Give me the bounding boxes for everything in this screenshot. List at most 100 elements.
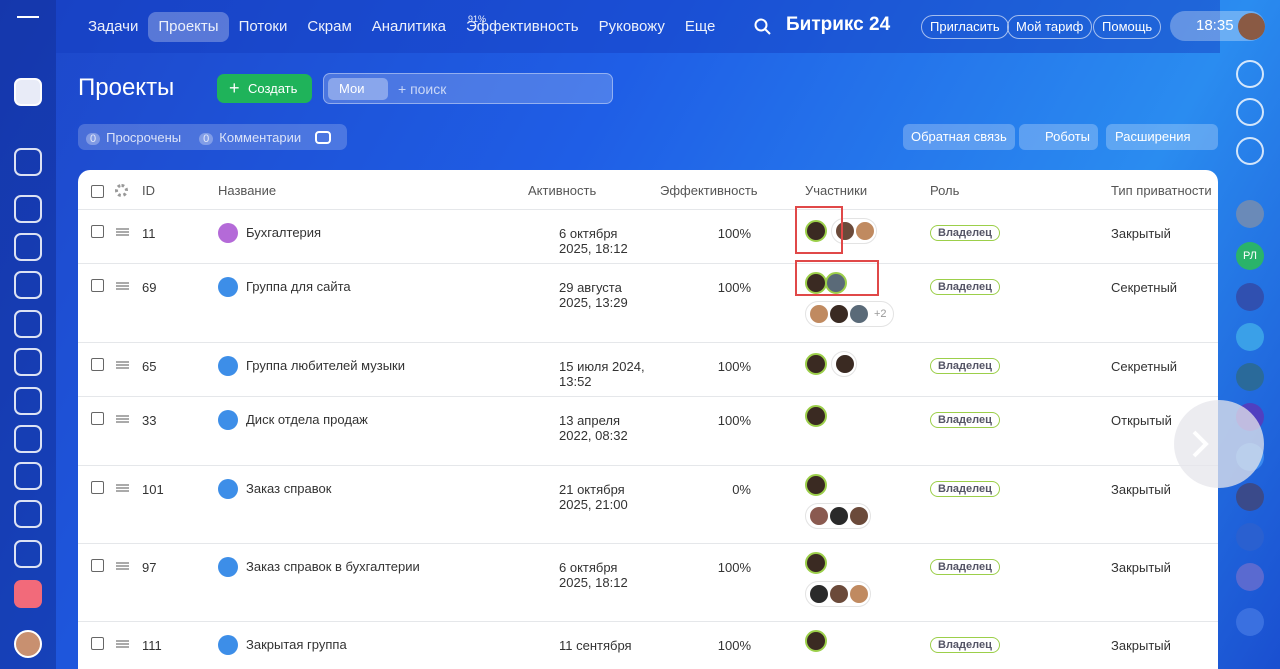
sidebar-icon[interactable] xyxy=(14,630,42,658)
avatar xyxy=(808,303,830,325)
counter[interactable]: 0 Просрочены xyxy=(86,130,181,145)
filter-tag[interactable]: Мои xyxy=(328,78,389,100)
action-button[interactable]: Роботы xyxy=(1019,124,1099,150)
row-checkbox[interactable] xyxy=(91,279,104,292)
project-name[interactable]: Диск отдела продаж xyxy=(246,412,368,427)
drag-handle[interactable] xyxy=(116,415,129,423)
nav-item[interactable]: Проекты xyxy=(148,12,229,42)
avatar xyxy=(805,630,827,652)
project-name[interactable]: Бухгалтерия xyxy=(246,225,322,240)
project-name[interactable]: Заказ справок xyxy=(246,481,332,496)
owners xyxy=(805,272,847,294)
project-name[interactable]: Группа для сайта xyxy=(246,279,351,294)
nav-item[interactable]: Потоки xyxy=(238,18,288,35)
initials: РЛ xyxy=(1243,250,1257,262)
sidebar-icon[interactable] xyxy=(14,500,42,528)
owners xyxy=(805,353,827,375)
sidebar-item[interactable] xyxy=(1236,283,1264,311)
sidebar-item[interactable] xyxy=(1236,200,1264,228)
project-name[interactable]: Заказ справок в бухгалтерии xyxy=(246,559,420,574)
project-name[interactable]: Закрытая группа xyxy=(246,637,347,652)
search-box[interactable]: Мои + поиск xyxy=(323,73,613,104)
column-header[interactable]: Название xyxy=(218,183,277,198)
sidebar-item[interactable] xyxy=(1236,608,1264,636)
nav-item[interactable]: Руковожу xyxy=(598,18,665,35)
role-badge: Владелец xyxy=(930,412,1000,428)
privacy: Закрытый xyxy=(1111,482,1171,497)
counter[interactable]: 0 Комментарии xyxy=(199,130,301,145)
role-badge: Владелец xyxy=(930,637,1000,653)
user-avatar[interactable] xyxy=(1238,13,1265,40)
members: +2 xyxy=(805,301,894,327)
sidebar-icon[interactable] xyxy=(14,540,42,568)
column-header[interactable]: Эффективность xyxy=(660,183,758,198)
drag-handle[interactable] xyxy=(116,228,129,236)
sidebar-icon[interactable] xyxy=(14,387,42,415)
drag-handle[interactable] xyxy=(116,361,129,369)
project-icon xyxy=(218,479,238,499)
sidebar-item[interactable] xyxy=(1236,60,1264,88)
settings-icon[interactable] xyxy=(115,184,128,197)
sidebar-icon[interactable] xyxy=(14,425,42,453)
avatar xyxy=(834,353,856,375)
owners xyxy=(805,630,827,652)
sidebar-icon[interactable] xyxy=(14,580,42,608)
action-button[interactable]: Расширения xyxy=(1106,124,1218,150)
more-members[interactable]: +2 xyxy=(874,308,887,320)
drag-handle[interactable] xyxy=(116,282,129,290)
drag-handle[interactable] xyxy=(116,484,129,492)
sidebar-item[interactable] xyxy=(1236,483,1264,511)
project-id: 11 xyxy=(142,226,156,241)
column-header[interactable]: Активность xyxy=(528,183,597,198)
sidebar-icon[interactable] xyxy=(14,233,42,261)
nav-item[interactable]: Скрам xyxy=(307,18,352,35)
row-checkbox[interactable] xyxy=(91,637,104,650)
top-button[interactable]: Помощь xyxy=(1093,15,1162,39)
sidebar-icon[interactable] xyxy=(14,348,42,376)
sidebar-item[interactable] xyxy=(1236,137,1264,165)
nav-item[interactable]: Еще xyxy=(684,18,716,35)
sidebar-icon[interactable] xyxy=(14,195,42,223)
action-button[interactable]: Обратная связь xyxy=(903,124,1015,150)
sidebar-icon[interactable] xyxy=(14,271,42,299)
nav-item[interactable]: Задачи xyxy=(88,18,139,35)
sidebar-icon[interactable] xyxy=(14,78,42,106)
nav-item[interactable]: Аналитика xyxy=(371,18,447,35)
column-header[interactable]: Участники xyxy=(805,183,868,198)
left-sidebar xyxy=(0,0,56,669)
sidebar-item[interactable] xyxy=(1236,363,1264,391)
create-button[interactable]: Создать xyxy=(217,74,312,103)
row-checkbox[interactable] xyxy=(91,481,104,494)
avatar xyxy=(805,474,827,496)
row-checkbox[interactable] xyxy=(91,358,104,371)
top-button[interactable]: Пригласить xyxy=(921,15,1009,39)
drag-handle[interactable] xyxy=(116,562,129,570)
sidebar-item[interactable] xyxy=(1236,523,1264,551)
row-checkbox[interactable] xyxy=(91,225,104,238)
sidebar-item[interactable] xyxy=(1236,563,1264,591)
members xyxy=(805,581,871,607)
highlight-box xyxy=(795,206,843,254)
column-header[interactable]: Тип приватности xyxy=(1111,183,1212,198)
top-button[interactable]: Мой тариф xyxy=(1007,15,1093,39)
sidebar-item[interactable] xyxy=(1236,323,1264,351)
efficiency: 100% xyxy=(717,413,751,428)
row-checkbox[interactable] xyxy=(91,412,104,425)
scroll-next[interactable] xyxy=(1174,400,1264,488)
column-header[interactable]: Роль xyxy=(930,183,960,198)
select-all[interactable] xyxy=(91,185,104,198)
sidebar-item[interactable]: РЛ xyxy=(1236,242,1264,270)
sidebar-icon[interactable] xyxy=(14,310,42,338)
project-name[interactable]: Группа любителей музыки xyxy=(246,358,405,373)
drag-handle[interactable] xyxy=(116,640,129,648)
sidebar-icon[interactable] xyxy=(14,148,42,176)
row-checkbox[interactable] xyxy=(91,559,104,572)
sidebar-icon[interactable] xyxy=(14,462,42,490)
sidebar-item[interactable] xyxy=(1236,98,1264,126)
column-header[interactable]: ID xyxy=(142,183,155,198)
avatar xyxy=(828,505,850,527)
search-icon[interactable] xyxy=(754,18,772,36)
nav-item[interactable]: Эффективность 91% xyxy=(456,12,589,42)
project-id: 111 xyxy=(142,638,162,653)
sidebar-icon[interactable] xyxy=(17,16,39,30)
